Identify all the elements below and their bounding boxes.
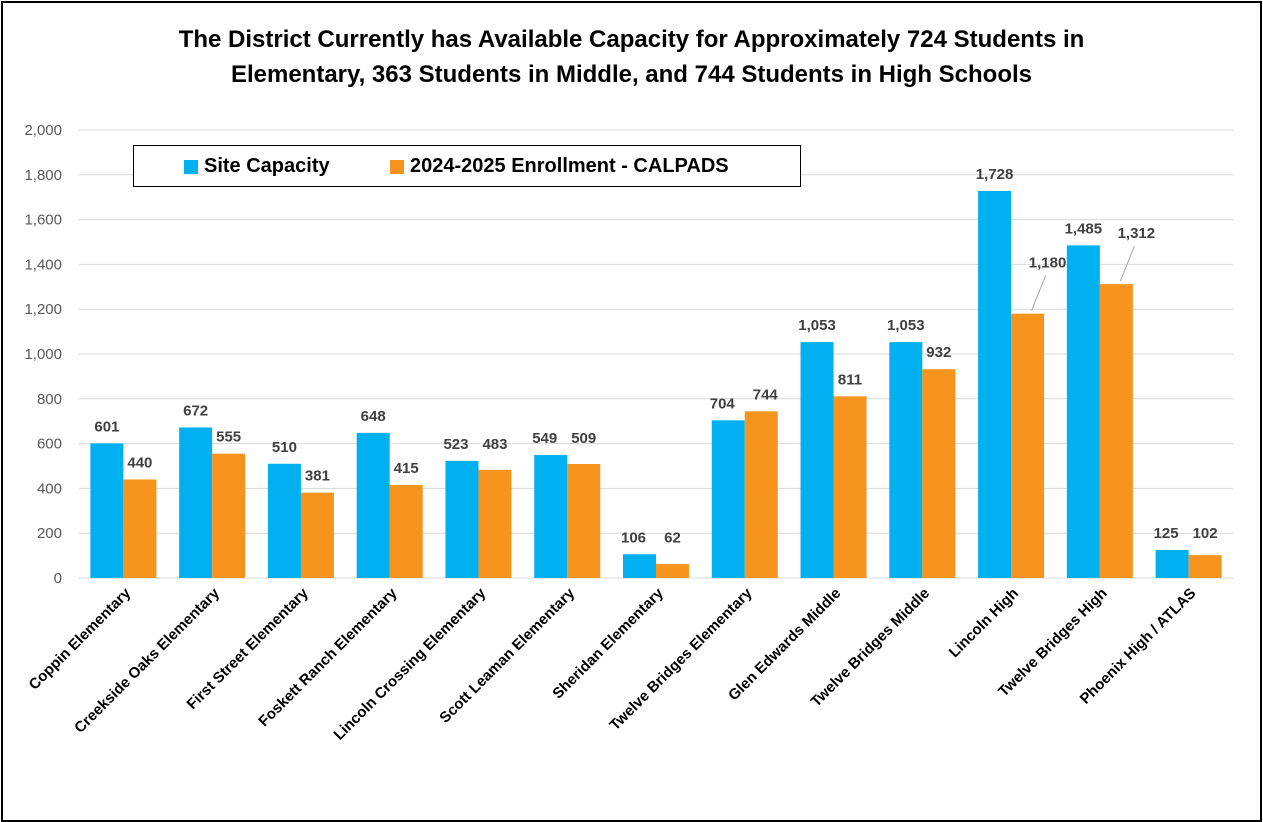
data-labels: 601 440 672 555 510 381 648 415 523 483 549 509 106 6…: [94, 166, 1217, 546]
site-capacity-bar: [445, 460, 479, 578]
enrollment-value-label: 62: [664, 529, 681, 546]
site-capacity-value-label: 106: [621, 529, 646, 546]
enrollment-bar: [744, 411, 778, 578]
gridlines: [79, 129, 1233, 579]
y-tick-label: 1,800: [24, 167, 62, 184]
site-capacity-bar: [623, 554, 656, 578]
enrollment-value-label: 555: [216, 429, 241, 446]
y-tick-label: 1,200: [24, 301, 62, 318]
chart-title: The District Currently has Available Cap…: [0, 22, 1263, 92]
site-capacity-value-label: 1,053: [887, 317, 925, 334]
enrollment-bar: [389, 485, 423, 578]
legend: Site Capacity 2024-2025 Enrollment - CAL…: [133, 145, 801, 187]
enrollment-bar: [1099, 284, 1133, 578]
bars: [90, 190, 1222, 579]
site-capacity-value-label: 1,728: [976, 166, 1014, 183]
site-capacity-bar: [179, 427, 213, 578]
enrollment-value-label: 509: [571, 430, 596, 447]
y-axis-ticks: 0 200 400 600 800 1,000 1,200 1,400 1,600 1,800 2,…: [24, 122, 62, 587]
site-capacity-value-label: 1,053: [798, 317, 836, 334]
legend-swatch-site-capacity: [184, 159, 198, 174]
site-capacity-value-label: 1,485: [1065, 220, 1103, 237]
enrollment-value-label: 1,312: [1118, 225, 1156, 242]
enrollment-value-label: 811: [838, 371, 862, 388]
enrollment-value-label: 483: [482, 436, 507, 453]
enrollment-value-label: 102: [1193, 525, 1218, 542]
legend-label-site-capacity: Site Capacity: [204, 155, 330, 177]
enrollment-bar: [1188, 555, 1222, 578]
y-tick-label: 1,400: [24, 256, 62, 273]
site-capacity-bar: [711, 420, 745, 578]
site-capacity-value-label: 672: [183, 402, 208, 419]
enrollment-bar: [567, 463, 601, 578]
site-capacity-bar: [1155, 550, 1189, 578]
site-capacity-value-label: 704: [710, 395, 736, 412]
enrollment-bar: [300, 492, 334, 578]
y-tick-label: 800: [37, 391, 62, 408]
x-tick-label: Lincoln High: [946, 585, 1022, 661]
y-tick-label: 1,000: [24, 346, 62, 363]
x-tick-label: Twelve Bridges Elementary: [606, 584, 756, 734]
y-tick-label: 0: [54, 570, 62, 587]
enrollment-bar: [478, 469, 512, 578]
enrollment-value-label: 1,180: [1029, 255, 1067, 272]
site-capacity-bar: [800, 342, 834, 578]
site-capacity-bar: [90, 443, 124, 578]
enrollment-bar: [922, 369, 956, 578]
legend-item-enrollment: 2024-2025 Enrollment - CALPADS: [390, 155, 729, 178]
enrollment-bar: [123, 479, 157, 578]
site-capacity-value-label: 510: [272, 439, 297, 456]
enrollment-value-label: 744: [753, 386, 779, 403]
enrollment-bar: [833, 396, 867, 578]
site-capacity-value-label: 648: [361, 408, 386, 425]
chart-title-line-2: Elementary, 363 Students in Middle, and …: [230, 61, 1033, 88]
site-capacity-bar: [356, 432, 390, 578]
y-tick-label: 400: [37, 480, 62, 497]
enrollment-value-label: 415: [394, 460, 419, 477]
enrollment-bar: [1011, 313, 1045, 578]
site-capacity-bar: [534, 455, 568, 578]
y-tick-label: 200: [37, 525, 62, 542]
leader-line: [1119, 245, 1135, 282]
site-capacity-bar: [1066, 245, 1100, 579]
site-capacity-bar: [267, 463, 301, 578]
site-capacity-value-label: 601: [94, 418, 119, 435]
leader-line: [1031, 275, 1047, 311]
enrollment-value-label: 381: [305, 468, 330, 485]
y-tick-label: 2,000: [24, 122, 62, 139]
site-capacity-bar: [889, 342, 923, 578]
enrollment-value-label: 932: [926, 344, 951, 361]
enrollment-bar: [212, 453, 246, 578]
y-tick-label: 600: [37, 436, 62, 453]
y-tick-label: 1,600: [24, 212, 62, 229]
site-capacity-value-label: 523: [443, 436, 468, 453]
site-capacity-value-label: 549: [532, 430, 557, 447]
legend-item-site-capacity: Site Capacity: [184, 155, 330, 178]
x-tick-label: Creekside Oaks Elementary: [71, 584, 223, 736]
legend-swatch-enrollment: [390, 159, 404, 174]
legend-label-enrollment: 2024-2025 Enrollment - CALPADS: [410, 155, 729, 177]
enrollment-bar: [656, 564, 689, 578]
site-capacity-value-label: 125: [1154, 525, 1179, 542]
chart-title-line-1: The District Currently has Available Cap…: [178, 26, 1085, 53]
x-tick-label: Lincoln Crossing Elementary: [331, 584, 490, 743]
site-capacity-bar: [978, 190, 1012, 579]
enrollment-value-label: 440: [127, 454, 152, 471]
